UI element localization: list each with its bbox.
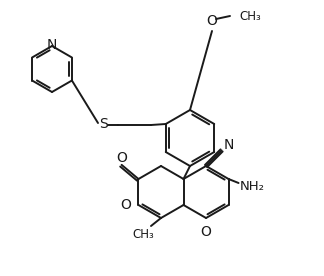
Text: CH₃: CH₃ [239,9,261,23]
Text: NH₂: NH₂ [240,181,265,193]
Text: N: N [224,139,234,152]
Text: CH₃: CH₃ [132,227,154,240]
Text: O: O [116,151,127,165]
Text: S: S [98,117,107,131]
Text: O: O [121,198,132,212]
Text: O: O [201,225,212,239]
Text: N: N [47,38,57,52]
Text: O: O [207,14,217,28]
